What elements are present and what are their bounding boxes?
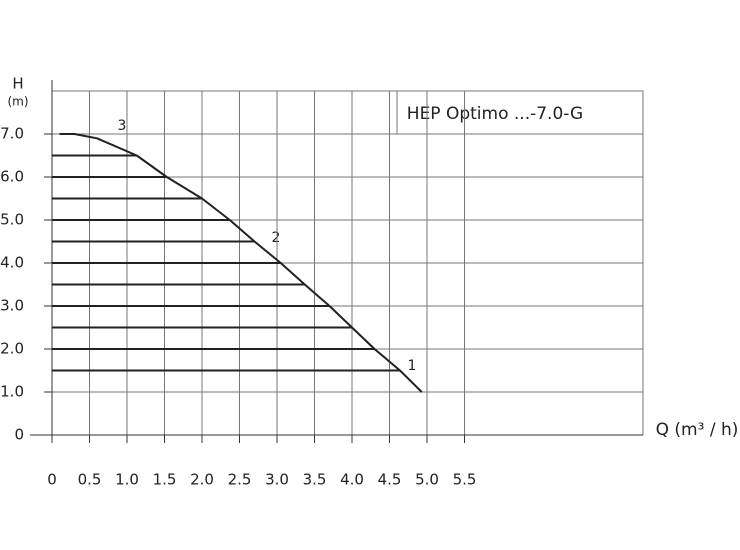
- x-tick-label: 5.0: [415, 471, 439, 489]
- x-axis-label: Q (m³ / h): [656, 420, 739, 440]
- y-tick-label: 7.0: [0, 125, 24, 143]
- y-tick-label: 5.0: [0, 211, 24, 229]
- y-tick-label: 6.0: [0, 168, 24, 186]
- x-tick-label: 4.5: [378, 471, 402, 489]
- y-tick-label: 1.0: [0, 383, 24, 401]
- pump-curve: [59, 133, 423, 393]
- y-tick-label: 0: [14, 426, 24, 444]
- x-tick-label: 4.0: [340, 471, 364, 489]
- x-tick-label: 2.0: [190, 471, 214, 489]
- annotation: 1: [408, 358, 417, 374]
- y-tick-label: 2.0: [0, 340, 24, 358]
- y-tick-label: 3.0: [0, 297, 24, 315]
- x-tick-label: 0: [47, 471, 57, 489]
- y-axis-unit: (m): [7, 95, 28, 109]
- x-tick-label: 3.0: [265, 471, 289, 489]
- chart-title: HEP Optimo ...-7.0-G: [407, 104, 583, 124]
- annotation: 3: [118, 118, 127, 134]
- x-tick-label: 2.5: [228, 471, 252, 489]
- y-axis-label: H: [12, 75, 23, 93]
- x-tick-label: 0.5: [78, 471, 102, 489]
- y-tick-label: 4.0: [0, 254, 24, 272]
- x-tick-label: 3.5: [303, 471, 327, 489]
- x-tick-label: 1.0: [115, 471, 139, 489]
- x-tick-label: 5.5: [453, 471, 477, 489]
- annotation: 2: [272, 230, 281, 246]
- x-tick-label: 1.5: [153, 471, 177, 489]
